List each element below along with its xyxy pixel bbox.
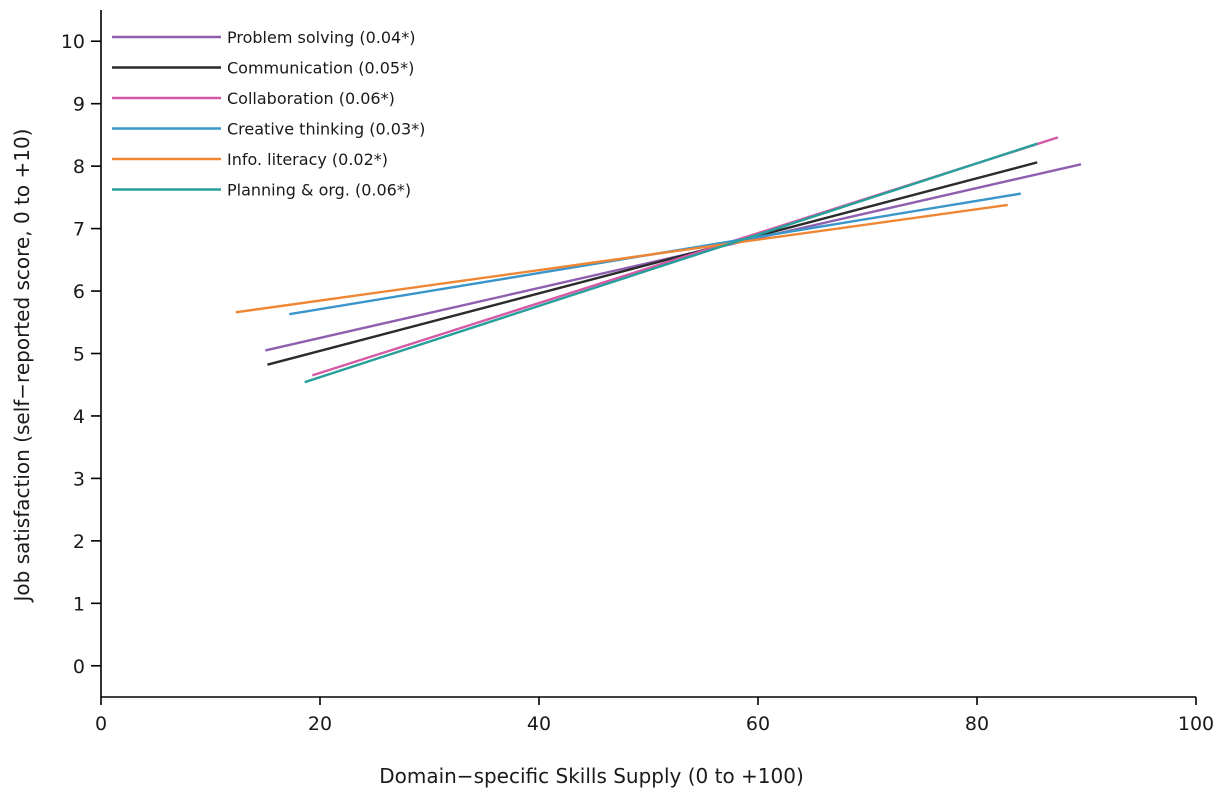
series-line-6 [304,142,1038,384]
axes [100,10,1196,698]
y-ticks: 0 1 2 3 4 5 6 7 8 9 10 [61,31,101,678]
legend-label: Creative thinking (0.03*) [227,120,425,139]
legend-label: Collaboration (0.06*) [227,89,395,108]
y-tick-label: 7 [73,219,85,241]
y-tick-label: 0 [73,656,85,678]
x-tick-label: 20 [308,713,332,735]
y-axis-title: Job satisfaction (self−reported score, 0… [10,129,34,604]
y-tick-label: 1 [73,593,85,615]
series-lines [235,136,1082,384]
series-line-2 [267,161,1038,366]
x-axis-title: Domain−specific Skills Supply (0 to +100… [379,764,804,788]
legend: Problem solving (0.04*) Communication (0.… [112,28,425,200]
legend-label: Info. literacy (0.02*) [227,150,388,169]
x-tick-label: 40 [527,713,551,735]
y-tick-label: 6 [73,281,85,303]
y-tick-label: 2 [73,531,85,553]
y-tick-label: 9 [73,94,85,116]
x-ticks: 0 20 40 60 80 100 [95,697,1214,735]
legend-label: Communication (0.05*) [227,59,414,78]
x-tick-label: 60 [746,713,770,735]
y-tick-label: 10 [61,31,85,53]
x-tick-label: 100 [1178,713,1214,735]
y-tick-label: 5 [73,344,85,366]
y-tick-label: 8 [73,156,85,178]
y-tick-label: 3 [73,468,85,490]
legend-label: Planning & org. (0.06*) [227,181,411,200]
legend-label: Problem solving (0.04*) [227,28,415,47]
series-line-5 [235,203,1008,314]
y-tick-label: 4 [73,406,85,428]
x-tick-label: 80 [965,713,989,735]
x-tick-label: 0 [95,713,107,735]
